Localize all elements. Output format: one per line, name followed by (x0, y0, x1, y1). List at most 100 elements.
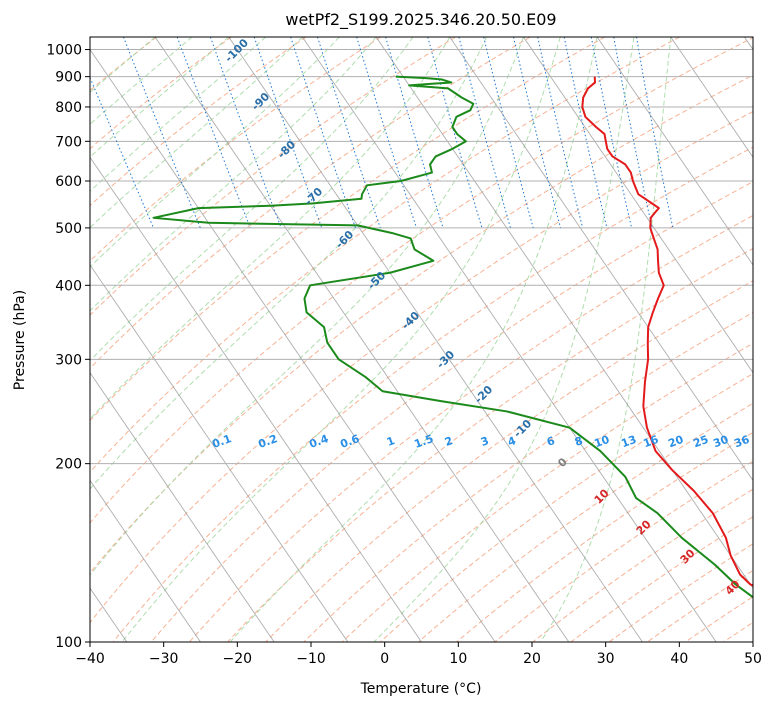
mixing-ratio-label: 0.1 (210, 432, 233, 451)
y-axis-label: Pressure (hPa) (12, 290, 28, 390)
mixing-ratio-label: 1 (385, 434, 397, 449)
mixing-ratio-line (209, 37, 282, 229)
dry-adiabat-line (90, 37, 531, 370)
y-axis: 1000 900 800 700 600 500 400 300 200 100 (46, 43, 90, 651)
y-tick-label: 300 (55, 352, 82, 368)
dry-adiabat-line (532, 488, 753, 642)
mixing-ratio-line (385, 37, 444, 229)
moist-adiabat-line (373, 37, 635, 642)
dry-adiabat-line (112, 146, 753, 642)
moist-adiabat-line (229, 37, 598, 642)
dry-adiabat-line (90, 37, 753, 524)
x-tick-label: −40 (75, 651, 105, 667)
isotherm-line (302, 37, 717, 642)
dry-adiabat-line (341, 342, 753, 642)
mixing-ratio-line (290, 37, 356, 229)
y-tick-label: 900 (55, 70, 82, 86)
moist-adiabat-line (90, 37, 451, 420)
mixing-ratio-line (176, 37, 251, 229)
dry-adiabat-line (494, 460, 753, 642)
y-tick-label: 1000 (46, 43, 82, 59)
isotherm-line (670, 37, 753, 159)
plot-background (90, 37, 753, 642)
mixing-ratio-line (253, 37, 323, 229)
dry-adiabat-line (227, 247, 753, 642)
isotherm-line (90, 156, 422, 642)
moist-adiabat-line (540, 37, 672, 642)
y-tick-label: 700 (55, 134, 82, 150)
mixing-ratio-line (122, 37, 201, 229)
moist-adiabat-line (90, 37, 340, 268)
mixing-ratio-line (513, 37, 562, 229)
moist-adiabat-line (90, 37, 193, 125)
mixing-ratio-line (356, 37, 417, 229)
isotherm-line (228, 37, 643, 642)
x-tick-label: 40 (670, 651, 688, 667)
isotherm-line (90, 48, 496, 642)
mixing-ratio-label: 0.6 (338, 432, 361, 451)
dry-adiabat-line (90, 110, 753, 624)
mixing-ratio-label: 2 (443, 434, 455, 449)
moist-adiabat-line (90, 37, 230, 158)
mixing-ratio-line (458, 37, 511, 229)
dry-adiabat-line (90, 37, 307, 207)
isotherm-line (449, 37, 753, 482)
mixing-ratio-label: 25 (691, 433, 710, 450)
isotherm-line (523, 37, 753, 374)
mixing-ratio-label: 6 (545, 434, 557, 449)
x-tick-label: −30 (149, 651, 179, 667)
moist-adiabat-line (90, 37, 156, 94)
mixing-ratio-line (537, 37, 584, 229)
x-tick-label: −10 (296, 651, 326, 667)
mixing-ratio-label: 16 (641, 433, 660, 451)
mixing-ratio-line (90, 76, 154, 229)
profile-lines (152, 75, 753, 599)
mixing-ratio-label: 1.5 (412, 432, 435, 451)
moist-adiabat-line (90, 37, 266, 192)
plot-frame (89, 36, 754, 643)
chart-title: wetPf2_S199.2025.346.20.50.E09 (285, 10, 556, 30)
mixing-ratio-label: 20 (666, 433, 685, 451)
x-tick-label: 50 (744, 651, 762, 667)
dry-adiabat-line (303, 311, 753, 642)
mixing-ratio-label: 36 (732, 433, 751, 451)
dewpoint-profile-line (152, 75, 753, 599)
dry-adiabat-line (608, 543, 753, 642)
temperature-profile-line (581, 76, 753, 587)
moist-adiabat-line (90, 37, 414, 362)
mixing-ratio-label: 30 (711, 433, 730, 451)
mixing-ratio-line (483, 37, 534, 229)
isotherm-line (596, 37, 753, 266)
isotherm-line (90, 371, 275, 642)
dry-adiabat-line (150, 181, 753, 642)
isotherm-line (375, 37, 753, 589)
mixing-ratio-label: 0.2 (256, 432, 279, 451)
x-axis-label: Temperature (°C) (360, 681, 482, 697)
y-tick-label: 500 (55, 221, 82, 237)
isotherm-line (90, 479, 201, 642)
dry-adiabat-line (90, 37, 382, 262)
x-tick-label: 30 (597, 651, 615, 667)
mixing-ratio-label: 8 (573, 434, 585, 449)
x-tick-label: 0 (380, 651, 389, 667)
isotherm-line (154, 37, 570, 642)
y-tick-label: 200 (55, 457, 82, 473)
y-tick-label: 400 (55, 278, 82, 294)
mixing-ratio-label: 10 (592, 433, 611, 451)
y-tick-label: 600 (55, 174, 82, 190)
moist-adiabat-line (90, 37, 524, 576)
x-tick-label: −20 (223, 651, 253, 667)
dry-adiabat-line (90, 37, 456, 316)
x-axis: −40 −30 −20 −10 0 10 20 30 40 50 (75, 642, 762, 667)
x-tick-label: 10 (449, 651, 467, 667)
y-tick-label: 100 (55, 635, 82, 651)
isotherm-line (90, 264, 349, 642)
moist-adiabat-line (90, 37, 488, 490)
mixing-ratio-label: 3 (479, 434, 491, 449)
background-lines (90, 37, 753, 642)
moist-adiabat-line (90, 37, 377, 312)
mixing-ratio-label: 13 (619, 433, 638, 450)
moist-adiabat-line (121, 37, 561, 642)
mixing-ratio-label: 4 (506, 434, 518, 449)
